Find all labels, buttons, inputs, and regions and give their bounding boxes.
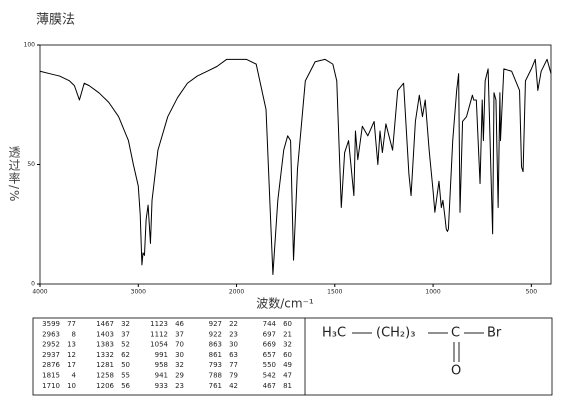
peak-wavenumber: 657 (263, 351, 276, 359)
peak-wavenumber: 1123 (150, 320, 168, 328)
x-axis-label: 波数/cm⁻¹ (256, 296, 314, 311)
peak-transmittance: 47 (283, 372, 292, 380)
peak-wavenumber: 1054 (150, 341, 168, 349)
table-frame (32, 317, 553, 396)
peak-wavenumber: 1258 (96, 372, 114, 380)
peak-wavenumber: 1815 (42, 372, 60, 380)
peak-wavenumber: 697 (263, 330, 276, 338)
peak-wavenumber: 2876 (42, 361, 60, 369)
peak-transmittance: 70 (175, 341, 184, 349)
plot-frame (39, 44, 552, 285)
peak-transmittance: 62 (121, 351, 130, 359)
peak-wavenumber: 927 (209, 320, 222, 328)
peak-transmittance: 4 (72, 372, 77, 380)
peak-transmittance: 10 (67, 382, 76, 390)
peak-wavenumber: 1403 (96, 330, 114, 338)
peak-transmittance: 77 (67, 320, 76, 328)
x-tick-label: 500 (526, 289, 538, 296)
peak-transmittance: 81 (283, 382, 292, 390)
structure-text: C (451, 326, 460, 341)
peak-transmittance: 8 (72, 330, 76, 338)
peak-wavenumber: 941 (155, 372, 168, 380)
peak-transmittance: 55 (121, 372, 130, 380)
peak-transmittance: 22 (229, 320, 238, 328)
x-tick-label: 3000 (131, 289, 146, 296)
peak-transmittance: 63 (229, 351, 238, 359)
x-tick-label: 4000 (32, 289, 47, 296)
peak-transmittance: 32 (175, 361, 184, 369)
spectrum-line (39, 58, 552, 275)
peak-transmittance: 37 (121, 330, 130, 338)
y-tick-label: 0 (31, 281, 35, 288)
peak-wavenumber: 1710 (42, 382, 60, 390)
y-tick-label: 50 (27, 161, 35, 168)
peak-wavenumber: 933 (155, 382, 168, 390)
peak-transmittance: 12 (67, 351, 76, 359)
peak-transmittance: 50 (121, 361, 130, 369)
peak-transmittance: 23 (229, 330, 238, 338)
peak-wavenumber: 669 (263, 341, 276, 349)
peak-transmittance: 23 (175, 382, 184, 390)
structure: H₃C (CH₂)₃ C Br O (322, 326, 502, 379)
peak-transmittance: 60 (283, 320, 292, 328)
peak-wavenumber: 550 (263, 361, 276, 369)
y-tick-label: 100 (24, 42, 36, 49)
peak-wavenumber: 1332 (96, 351, 114, 359)
peak-wavenumber: 1281 (96, 361, 114, 369)
peak-transmittance: 37 (175, 330, 184, 338)
peak-transmittance: 29 (175, 372, 184, 380)
structure-text: (CH₂)₃ (376, 326, 415, 341)
peak-wavenumber: 2937 (42, 351, 60, 359)
structure-text: H₃C (322, 326, 346, 341)
peak-wavenumber: 958 (155, 361, 168, 369)
peak-transmittance: 46 (175, 320, 184, 328)
peak-transmittance: 77 (229, 361, 238, 369)
peak-wavenumber: 861 (209, 351, 222, 359)
peak-wavenumber: 1112 (150, 330, 168, 338)
peak-wavenumber: 2952 (42, 341, 60, 349)
peak-wavenumber: 467 (263, 382, 276, 390)
peak-transmittance: 17 (67, 361, 76, 369)
peak-transmittance: 21 (283, 330, 292, 338)
peak-transmittance: 32 (121, 320, 130, 328)
peak-transmittance: 32 (283, 341, 292, 349)
x-tick-label: 1500 (327, 289, 342, 296)
peak-transmittance: 52 (121, 341, 130, 349)
peak-transmittance: 60 (283, 351, 292, 359)
peak-wavenumber: 863 (209, 341, 222, 349)
peak-wavenumber: 922 (209, 330, 222, 338)
peak-wavenumber: 991 (155, 351, 168, 359)
y-axis-label: 透过率/% (7, 146, 21, 203)
peak-transmittance: 42 (229, 382, 238, 390)
peak-transmittance: 30 (175, 351, 184, 359)
peak-wavenumber: 744 (263, 320, 277, 328)
peak-transmittance: 56 (121, 382, 130, 390)
peak-transmittance: 79 (229, 372, 238, 380)
peak-transmittance: 13 (67, 341, 76, 349)
peak-wavenumber: 788 (209, 372, 222, 380)
peak-wavenumber: 2963 (42, 330, 60, 338)
peak-wavenumber: 1206 (96, 382, 114, 390)
peak-wavenumber: 761 (209, 382, 222, 390)
peak-wavenumber: 1383 (96, 341, 114, 349)
x-tick-label: 2000 (229, 289, 244, 296)
peak-transmittance: 49 (283, 361, 292, 369)
peak-wavenumber: 3599 (42, 320, 60, 328)
peak-transmittance: 30 (229, 341, 238, 349)
peak-wavenumber: 1467 (96, 320, 114, 328)
structure-text: Br (487, 326, 502, 341)
x-tick-label: 1000 (425, 289, 440, 296)
peak-wavenumber: 793 (209, 361, 222, 369)
chart-title: 薄膜法 (36, 13, 75, 28)
structure-text: O (451, 364, 461, 379)
peak-wavenumber: 542 (263, 372, 276, 380)
